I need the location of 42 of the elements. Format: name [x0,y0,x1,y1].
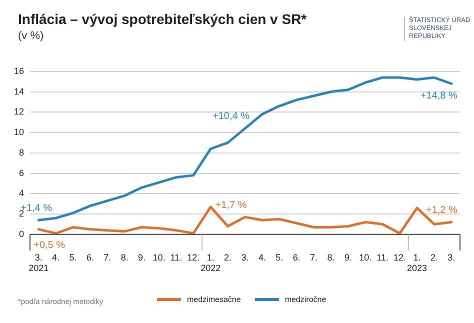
x-tick-label: 6. [86,252,94,262]
x-tick-label: 11. [170,252,182,262]
data-label: +1,2 % [426,204,458,216]
x-tick-label: 1. 2023 [406,252,428,274]
data-label: +14,8 % [420,90,458,102]
x-tick-label: 6. [292,252,300,262]
y-tick-label: 0 [18,228,24,239]
data-label: +0,5 % [34,240,66,252]
x-tick-label: 3. [448,252,456,262]
y-tick-label: 16 [14,66,24,76]
x-tick-label: 2. [430,252,438,262]
x-tick-label: 7. [104,252,112,262]
data-label: +1,7 % [215,200,247,211]
x-tick-label: 3. 2021 [28,252,49,274]
x-tick-label: 4. [52,252,60,262]
x-tick-label: 12. [394,252,406,262]
x-tick-label: 11. [376,252,389,262]
x-tick-label: 9. [344,252,352,262]
chart-title: Inflácia – vývoj spotrebiteľských cien v SR* [18,11,307,27]
y-tick-label: 12 [14,106,24,117]
y-tick-label: 8 [18,147,24,158]
x-tick-label: 2. [224,252,232,262]
data-label: +10,4 % [212,111,250,122]
y-tick-label: 14 [14,86,24,96]
x-tick-label: 12. [187,252,200,262]
y-tick-label: 10 [14,127,24,138]
legend-label: medzimesačne [187,295,241,304]
x-tick-label: 3. [241,252,249,262]
x-tick-label: 5. [69,252,77,262]
y-tick-label: 4 [18,188,24,198]
x-tick-label: 1. 2022 [200,252,221,274]
x-tick-label: 5. [276,252,284,262]
x-tick-label: 10. [152,252,166,262]
legend-label: medziročne [284,295,326,304]
x-tick-label: 10. [359,252,372,262]
y-tick-label: 6 [18,168,24,178]
chart-subtitle: (v %) [18,30,44,42]
x-tick-label: 8. [327,252,335,262]
x-tick-label: 8. [120,252,128,262]
x-tick-label: 4. [258,252,266,262]
x-tick-label: 9. [138,252,146,262]
x-tick-label: 7. [310,252,318,262]
